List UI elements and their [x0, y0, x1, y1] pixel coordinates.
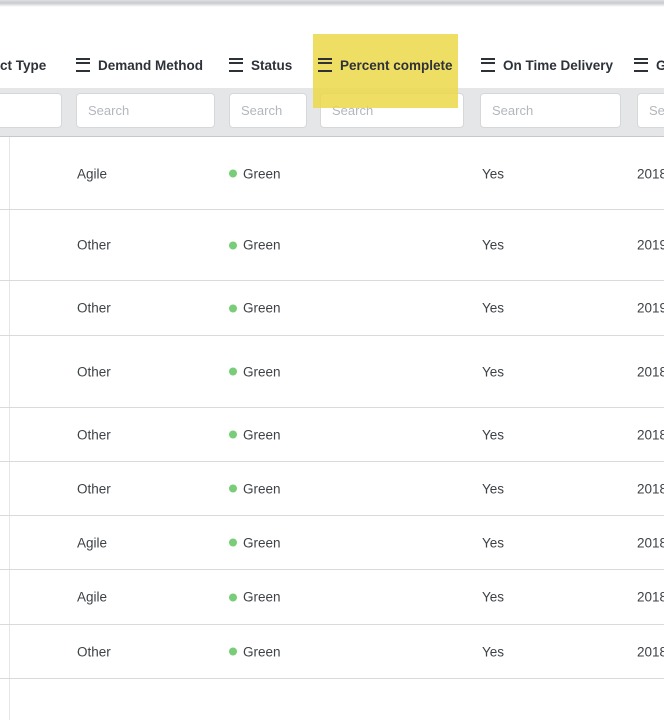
demand-method-cell: Agile	[77, 589, 108, 605]
status-cell: Green	[229, 590, 281, 605]
year-cell: 2018	[637, 718, 664, 720]
column-header-row: ct Type Demand Method Status Percent com…	[0, 0, 664, 88]
demand-method-cell: Other	[77, 364, 111, 379]
status-cell: Green	[229, 301, 281, 316]
on-time-delivery-cell: Yes	[482, 166, 505, 181]
grid-body: Agile Green Yes 2018 Other Green	[0, 138, 664, 720]
year-cell: 2018	[637, 589, 664, 605]
demand-method-cell: Other	[77, 300, 111, 316]
status-dot-icon	[229, 647, 237, 656]
status-label: Green	[243, 427, 281, 442]
menu-icon[interactable]	[318, 58, 332, 72]
year-cell: 2018	[637, 427, 664, 442]
status-cell: Green	[229, 644, 281, 659]
demand-method-cell: Agile	[77, 718, 107, 720]
on-time-delivery-cell: Yes	[482, 535, 505, 550]
status-cell: Green	[229, 166, 281, 181]
year-cell: 2018	[637, 535, 664, 550]
frozen-column-divider	[9, 137, 10, 720]
table-row[interactable]: Agile Green Yes 2018	[0, 138, 664, 209]
column-header-percent-complete[interactable]: Percent complete	[318, 55, 453, 75]
on-time-delivery-cell: Yes	[482, 644, 505, 659]
status-label: Green	[243, 166, 281, 181]
column-header-demand-method[interactable]: Demand Method	[76, 55, 203, 75]
status-dot-icon	[229, 169, 237, 178]
status-cell: Green	[229, 364, 281, 379]
search-input-status[interactable]	[229, 93, 307, 128]
demand-method-cell: Agile	[77, 166, 108, 181]
year-cell: 2019	[637, 237, 664, 253]
toolbar-bottom-edge	[0, 0, 664, 7]
column-header-label: Demand Method	[98, 57, 204, 73]
demand-method-cell: Other	[77, 481, 111, 496]
status-label: Green	[243, 589, 281, 605]
menu-icon[interactable]	[634, 58, 648, 72]
menu-icon[interactable]	[229, 58, 243, 72]
status-dot-icon	[229, 430, 237, 439]
column-header-label: Status	[251, 57, 293, 73]
table-row[interactable]: Agile Green Yes 2018	[0, 678, 664, 720]
menu-icon[interactable]	[76, 58, 90, 72]
status-dot-icon	[229, 538, 237, 547]
search-input-percent-complete[interactable]	[320, 93, 464, 128]
status-dot-icon	[229, 367, 237, 376]
column-header-project-type[interactable]: ct Type	[0, 55, 46, 75]
on-time-delivery-cell: Yes	[482, 300, 505, 316]
year-cell: 2019	[637, 300, 664, 316]
on-time-delivery-cell: Yes	[482, 237, 505, 253]
search-input-on-time-delivery[interactable]	[480, 93, 621, 128]
column-header-status[interactable]: Status	[229, 55, 292, 75]
status-cell: Green	[229, 238, 281, 253]
status-dot-icon	[229, 241, 237, 249]
status-cell: Green	[229, 427, 281, 442]
on-time-delivery-cell: Yes	[482, 364, 505, 379]
table-row[interactable]: Other Green Yes 2018	[0, 335, 664, 407]
status-label: Green	[243, 481, 281, 496]
table-row[interactable]: Other Green Yes 2018	[0, 407, 664, 461]
status-label: Green	[243, 718, 281, 720]
on-time-delivery-cell: Yes	[482, 589, 505, 605]
search-input-demand-method[interactable]	[76, 93, 215, 128]
table-row[interactable]: Other Green Yes 2019	[0, 280, 664, 335]
status-label: Green	[243, 535, 281, 550]
status-dot-icon	[229, 484, 237, 493]
on-time-delivery-cell: Yes	[482, 481, 505, 496]
year-cell: 2018	[637, 166, 664, 181]
search-input-project-type[interactable]	[0, 93, 62, 128]
status-dot-icon	[229, 593, 237, 601]
column-header-label: ct Type	[0, 57, 47, 73]
table-row[interactable]: Other Green Yes 2018	[0, 461, 664, 515]
status-cell: Green	[229, 481, 281, 496]
status-label: Green	[243, 300, 281, 316]
column-header-on-time-delivery[interactable]: On Time Delivery	[481, 55, 613, 75]
status-dot-icon	[229, 304, 237, 312]
column-header-truncated[interactable]: G	[634, 55, 664, 75]
filter-row	[0, 88, 664, 137]
search-input-truncated[interactable]	[637, 93, 664, 128]
year-cell: 2018	[637, 644, 664, 659]
on-time-delivery-cell: Yes	[482, 718, 504, 720]
status-label: Green	[243, 237, 281, 253]
demand-method-cell: Agile	[77, 535, 108, 550]
column-header-label: G	[656, 57, 664, 73]
column-header-label: Percent complete	[340, 57, 453, 73]
status-cell: Green	[229, 535, 281, 550]
table-row[interactable]: Other Green Yes 2018	[0, 624, 664, 678]
table-row[interactable]: Agile Green Yes 2018	[0, 515, 664, 569]
status-label: Green	[243, 644, 281, 659]
menu-icon[interactable]	[481, 58, 495, 72]
demand-method-cell: Other	[77, 237, 111, 253]
year-cell: 2018	[637, 481, 664, 496]
year-cell: 2018	[637, 364, 664, 379]
status-cell: Green	[229, 718, 281, 720]
demand-method-cell: Other	[77, 427, 111, 442]
column-header-label: On Time Delivery	[503, 57, 614, 73]
table-row[interactable]: Other Green Yes 2019	[0, 209, 664, 280]
table-row[interactable]: Agile Green Yes 2018	[0, 569, 664, 624]
status-label: Green	[243, 364, 281, 379]
on-time-delivery-cell: Yes	[482, 427, 505, 442]
demand-method-cell: Other	[77, 644, 111, 659]
